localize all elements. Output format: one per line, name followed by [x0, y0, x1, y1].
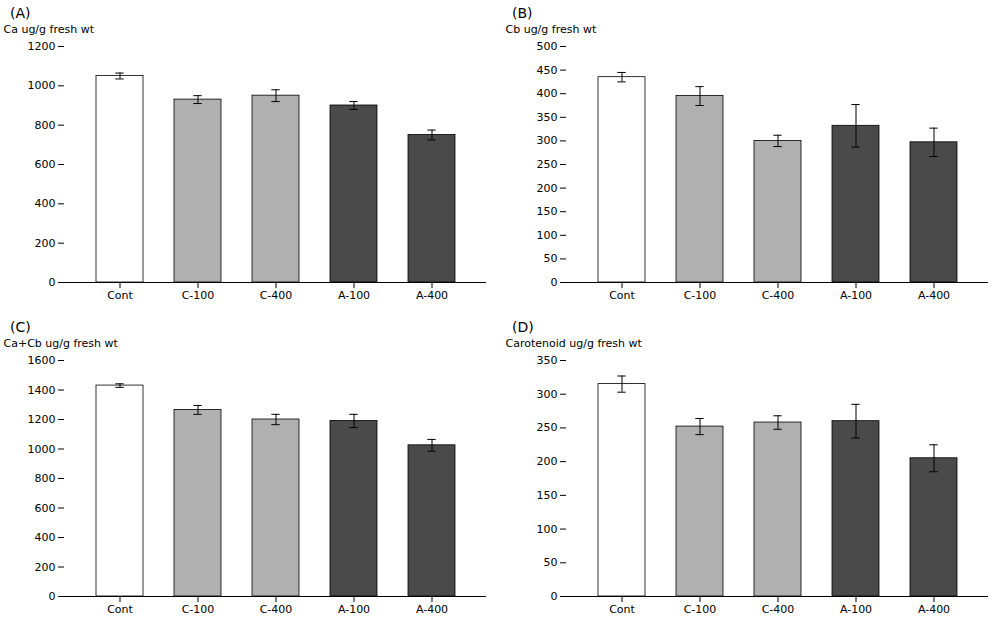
svg-text:C-100: C-100 [182, 289, 215, 302]
svg-text:0: 0 [551, 276, 558, 289]
svg-text:C-100: C-100 [684, 603, 717, 616]
svg-text:300: 300 [537, 134, 558, 147]
svg-text:100: 100 [537, 229, 558, 242]
svg-text:200: 200 [35, 237, 56, 250]
svg-text:0: 0 [49, 276, 56, 289]
svg-text:A-100: A-100 [840, 603, 872, 616]
svg-text:C-400: C-400 [762, 289, 795, 302]
svg-text:150: 150 [537, 489, 558, 502]
svg-text:A-400: A-400 [416, 603, 448, 616]
svg-text:50: 50 [544, 556, 558, 569]
svg-text:Carotenoid ug/g fresh wt: Carotenoid ug/g fresh wt [506, 337, 643, 350]
svg-text:A-100: A-100 [338, 603, 370, 616]
html-text:(C): (C) [10, 319, 31, 335]
svg-text:0: 0 [49, 590, 56, 603]
svg-text:1600: 1600 [28, 354, 56, 367]
svg-text:150: 150 [537, 205, 558, 218]
svg-text:Cont: Cont [609, 603, 635, 616]
svg-text:C-100: C-100 [182, 603, 215, 616]
svg-text:300: 300 [537, 388, 558, 401]
svg-text:1200: 1200 [28, 40, 56, 53]
svg-text:C-100: C-100 [684, 289, 717, 302]
svg-text:0: 0 [551, 590, 558, 603]
svg-text:1000: 1000 [28, 79, 56, 92]
svg-text:600: 600 [35, 158, 56, 171]
html-text:(B): (B) [512, 5, 533, 21]
svg-text:1400: 1400 [28, 384, 56, 397]
svg-text:250: 250 [537, 421, 558, 434]
svg-text:500: 500 [537, 40, 558, 53]
svg-text:50: 50 [544, 252, 558, 265]
svg-text:400: 400 [35, 197, 56, 210]
svg-text:A-100: A-100 [840, 289, 872, 302]
svg-text:1000: 1000 [28, 443, 56, 456]
svg-text:200: 200 [537, 455, 558, 468]
svg-text:Cont: Cont [107, 603, 133, 616]
svg-text:C-400: C-400 [260, 289, 293, 302]
svg-text:A-400: A-400 [918, 603, 950, 616]
svg-text:Cont: Cont [609, 289, 635, 302]
svg-text:A-100: A-100 [338, 289, 370, 302]
svg-text:Ca ug/g fresh wt: Ca ug/g fresh wt [4, 23, 95, 36]
svg-text:200: 200 [35, 561, 56, 574]
svg-text:A-400: A-400 [918, 289, 950, 302]
svg-text:C-400: C-400 [762, 603, 795, 616]
svg-text:350: 350 [537, 354, 558, 367]
svg-text:400: 400 [537, 87, 558, 100]
svg-text:600: 600 [35, 502, 56, 515]
svg-text:Cb ug/g fresh wt: Cb ug/g fresh wt [506, 23, 597, 36]
svg-text:350: 350 [537, 111, 558, 124]
svg-text:Ca+Cb ug/g fresh wt: Ca+Cb ug/g fresh wt [4, 337, 119, 350]
svg-text:C-400: C-400 [260, 603, 293, 616]
svg-text:1200: 1200 [28, 413, 56, 426]
svg-text:250: 250 [537, 158, 558, 171]
svg-text:800: 800 [35, 119, 56, 132]
svg-text:200: 200 [537, 182, 558, 195]
svg-text:Cont: Cont [107, 289, 133, 302]
svg-text:450: 450 [537, 64, 558, 77]
svg-text:A-400: A-400 [416, 289, 448, 302]
html-text:(A): (A) [10, 5, 31, 21]
svg-text:800: 800 [35, 472, 56, 485]
svg-text:400: 400 [35, 531, 56, 544]
html-text:(D): (D) [512, 319, 534, 335]
svg-text:100: 100 [537, 523, 558, 536]
